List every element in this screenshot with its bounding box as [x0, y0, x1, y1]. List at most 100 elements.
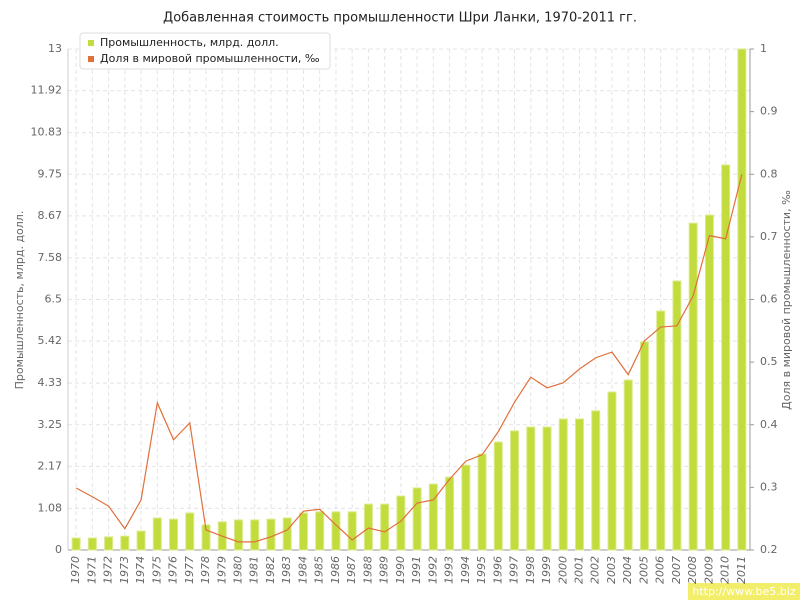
y2-tick-label: 0.6 [760, 293, 778, 306]
bar [234, 519, 243, 551]
bar [510, 430, 520, 551]
x-tick-label: 1989 [378, 556, 391, 584]
bar [347, 511, 357, 551]
y-tick-label: 9.75 [38, 167, 63, 180]
x-tick-label: 1980 [232, 556, 245, 584]
x-tick-label: 1993 [443, 556, 456, 584]
y-tick-label: 7.58 [38, 251, 63, 264]
bar [266, 518, 276, 551]
y-tick-label: 2.17 [38, 459, 63, 472]
x-tick-label: 2000 [556, 556, 569, 584]
legend-swatch [88, 56, 94, 62]
y-tick-label: 11.92 [31, 84, 63, 97]
y2-tick-label: 0.3 [760, 480, 778, 493]
legend-label: Промышленность, млрд. долл. [100, 36, 279, 49]
bar [169, 518, 179, 551]
y-tick-label: 4.33 [38, 376, 63, 389]
legend-box [79, 32, 331, 70]
bar [282, 517, 292, 551]
bar [87, 537, 97, 551]
bar [721, 164, 731, 551]
bar [558, 418, 568, 551]
bar [363, 503, 373, 551]
bar [201, 524, 211, 551]
bar [71, 537, 81, 551]
x-tick-label: 1988 [361, 556, 374, 584]
y-tick-label: 13 [48, 42, 62, 55]
x-tick-label: 2008 [686, 556, 699, 584]
y-tick-label: 10.83 [31, 126, 63, 139]
x-tick-label: 1975 [150, 556, 163, 584]
x-tick-label: 2011 [735, 556, 748, 584]
y2-tick-label: 0.8 [760, 167, 778, 180]
x-tick-label: 2010 [719, 556, 732, 584]
x-tick-label: 2002 [589, 556, 602, 584]
bar [607, 391, 617, 551]
x-tick-label: 1972 [102, 556, 115, 584]
x-tick-label: 2001 [573, 556, 586, 584]
x-tick-label: 1991 [410, 556, 423, 584]
x-tick-label: 1998 [524, 556, 537, 584]
bar [542, 426, 552, 551]
bar [575, 418, 584, 551]
y2-tick-label: 0.7 [760, 230, 778, 243]
x-tick-label: 1995 [475, 556, 488, 584]
bar [688, 222, 698, 551]
x-tick-label: 1985 [313, 556, 326, 584]
x-tick-label: 2004 [621, 556, 634, 584]
x-tick-label: 2007 [670, 556, 683, 584]
x-tick-label: 1971 [85, 556, 98, 584]
y-tick-label: 0 [55, 543, 62, 556]
x-tick-label: 1987 [345, 556, 358, 584]
x-tick-label: 1981 [248, 556, 261, 584]
bar [315, 511, 325, 551]
bar [526, 426, 536, 551]
bar [136, 530, 146, 551]
legend-label: Доля в мировой промышленности, ‰ [100, 52, 320, 65]
x-tick-label: 2006 [654, 556, 667, 584]
x-tick-label: 2009 [702, 556, 715, 584]
bar [331, 511, 341, 551]
x-tick-label: 1992 [426, 556, 439, 584]
x-tick-label: 1997 [508, 556, 521, 584]
x-tick-label: 1999 [540, 556, 553, 584]
y-tick-label: 5.42 [38, 334, 63, 347]
x-tick-label: 1978 [199, 556, 212, 584]
y-tick-label: 8.67 [38, 209, 63, 222]
x-tick-label: 1979 [215, 556, 228, 584]
y-axis-label: Промышленность, млрд. долл. [13, 211, 26, 390]
bar [298, 512, 308, 551]
x-tick-label: 1970 [69, 556, 82, 584]
y2-tick-label: 0.4 [760, 418, 778, 431]
bar [185, 512, 195, 551]
chart-title: Добавленная стоимость промышленности Шри… [163, 11, 637, 26]
bar [591, 410, 601, 551]
line [75, 174, 743, 543]
bar [412, 487, 422, 551]
bar [445, 476, 455, 551]
y-tick-label: 1.08 [38, 501, 63, 514]
bar [152, 517, 162, 551]
y2-tick-label: 0.9 [760, 105, 778, 118]
legend: Промышленность, млрд. долл. Доля в мирово… [79, 32, 331, 70]
y2-tick-label: 0.5 [760, 355, 778, 368]
bar [623, 379, 633, 551]
bar [396, 495, 406, 551]
y2-tick-label: 1 [760, 42, 767, 55]
bar [428, 483, 438, 551]
y-tick-label: 3.25 [38, 418, 63, 431]
bar [461, 464, 471, 551]
bar [639, 341, 649, 551]
x-tick-label: 1990 [394, 556, 407, 584]
y-tick-label: 6.5 [45, 293, 63, 306]
x-tick-label: 1974 [134, 556, 147, 584]
bar [380, 503, 390, 551]
bar [120, 535, 130, 551]
x-tick-label: 1973 [118, 556, 131, 584]
bar [737, 48, 747, 551]
bar [672, 280, 682, 551]
watermark: http://www.be5.biz [692, 585, 795, 598]
x-tick-label: 1983 [280, 556, 293, 584]
x-tick-label: 1996 [491, 556, 504, 584]
